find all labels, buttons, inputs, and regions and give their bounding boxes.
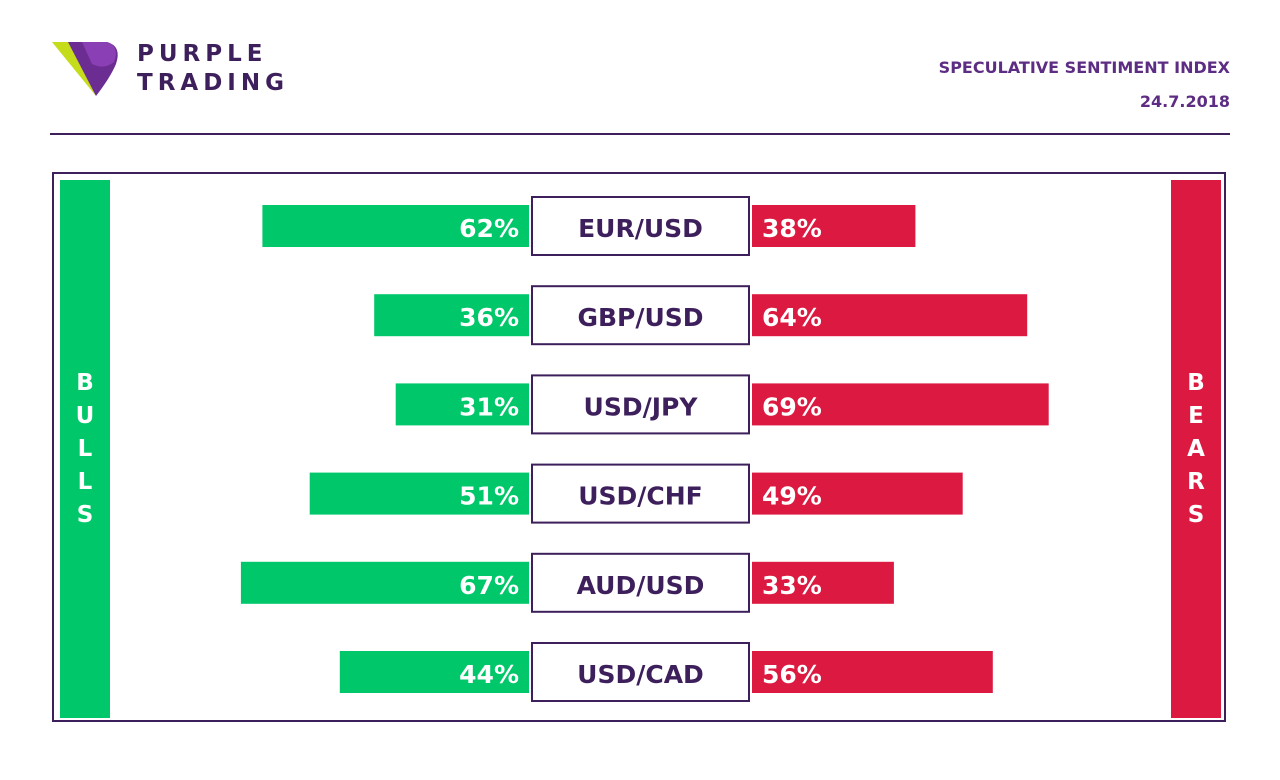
bulls-value-aud-usd: 67% [459, 571, 519, 600]
header-divider [50, 133, 1230, 135]
bears-bar-usd-jpy [752, 383, 1049, 426]
bulls-value-gbp-usd: 36% [459, 303, 519, 332]
brand-line-2: TRADING [137, 70, 289, 96]
pair-box-usd-chf [531, 463, 750, 524]
bulls-value-usd-jpy: 31% [459, 392, 519, 421]
pair-label-aud-usd: AUD/USD [577, 571, 705, 600]
pair-box-gbp-usd [531, 285, 750, 346]
bears-bar-eur-usd [752, 205, 916, 247]
pair-box-usd-jpy [531, 374, 750, 435]
report-date: 24.7.2018 [1139, 92, 1230, 111]
pair-box-eur-usd [531, 196, 750, 256]
pair-box-aud-usd [531, 552, 750, 613]
page-title: SPECULATIVE SENTIMENT INDEX [938, 58, 1230, 77]
bulls-bar-usd-jpy [395, 383, 529, 426]
bears-value-gbp-usd: 64% [762, 303, 822, 332]
bulls-bar-usd-cad [339, 651, 529, 693]
bulls-value-usd-cad: 44% [459, 660, 519, 689]
bulls-value-eur-usd: 62% [459, 214, 519, 243]
bears-value-usd-cad: 56% [762, 660, 822, 689]
bears-bar-gbp-usd [752, 294, 1028, 337]
bears-value-usd-jpy: 69% [762, 392, 822, 421]
bulls-bar-aud-usd [240, 561, 529, 604]
bulls-bar-usd-chf [309, 472, 529, 515]
bears-value-eur-usd: 38% [762, 214, 822, 243]
chart-frame [52, 172, 1226, 722]
pair-box-usd-cad [531, 642, 750, 702]
pair-label-usd-cad: USD/CAD [577, 660, 704, 689]
brand-name: PURPLE TRADING [137, 40, 289, 98]
bears-bar-usd-chf [752, 472, 963, 515]
bears-bar-aud-usd [752, 561, 894, 604]
bulls-bar-gbp-usd [374, 294, 529, 337]
purple-trading-logo-icon [52, 42, 118, 96]
bears-value-usd-chf: 49% [762, 482, 822, 511]
pair-label-usd-chf: USD/CHF [578, 482, 703, 511]
pair-label-usd-jpy: USD/JPY [584, 392, 699, 421]
bulls-bar-eur-usd [262, 205, 529, 247]
pair-label-eur-usd: EUR/USD [578, 214, 703, 243]
bulls-value-usd-chf: 51% [459, 482, 519, 511]
bears-bar-usd-cad [752, 651, 993, 693]
brand-line-1: PURPLE [137, 41, 268, 67]
pair-label-gbp-usd: GBP/USD [577, 303, 703, 332]
bears-value-aud-usd: 33% [762, 571, 822, 600]
